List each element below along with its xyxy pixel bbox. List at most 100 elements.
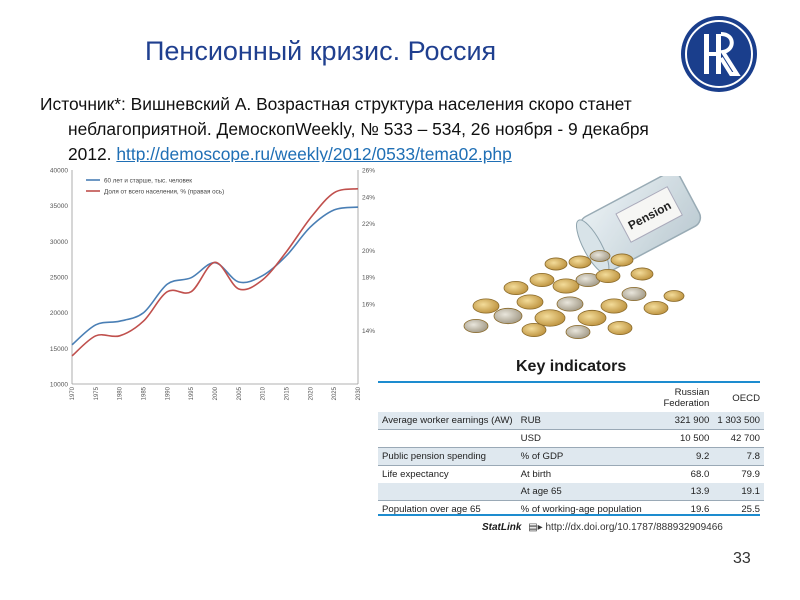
source-line-1: Источник*: Вишневский А. Возрастная стру… — [40, 94, 632, 114]
key-indicators-title: Key indicators — [516, 358, 627, 375]
row-unit: % of GDP — [516, 447, 648, 466]
x-tick-label: 1990 — [165, 386, 171, 400]
y-right-tick-label: 18% — [362, 275, 375, 282]
source-line-3-prefix: 2012. — [68, 144, 117, 164]
table-row: USD 10 500 42 700 — [378, 429, 764, 448]
y-left-tick-label: 25000 — [50, 275, 68, 282]
y-right-tick-label: 20% — [362, 248, 375, 255]
population-aging-chart: 10000 15000 20000 25000 30000 35000 40000 14% 16… — [38, 162, 390, 414]
slide-title: Пенсионный кризис. Россия — [145, 36, 497, 66]
coin-shape — [556, 296, 584, 312]
x-tick-label: 2030 — [356, 386, 362, 400]
row-unit: At birth — [520, 469, 552, 480]
row-unit: % of working-age population — [520, 504, 642, 515]
y-right-tick-label: 16% — [362, 301, 375, 308]
y-left-tick-label: 20000 — [50, 310, 68, 317]
coin-shape — [630, 267, 654, 281]
coin-shape — [544, 257, 568, 271]
row-oecd: 79.9 — [741, 469, 760, 480]
col-oecd: OECD — [732, 392, 760, 404]
coin-shape — [589, 250, 611, 262]
coin-shape — [577, 309, 607, 327]
row-oecd: 19.1 — [713, 483, 764, 501]
coin-shape — [643, 301, 669, 316]
row-label — [378, 483, 517, 501]
row-oecd: 25.5 — [741, 504, 760, 515]
row-russia: 19.6 — [690, 504, 710, 515]
row-oecd: 42 700 — [713, 429, 764, 448]
x-tick-label: 2025 — [332, 386, 338, 400]
coin-shape — [516, 294, 544, 310]
coin-shape — [607, 320, 633, 335]
coin-shape — [568, 255, 592, 269]
legend-label-0: 60 лет и старше, тыс. человек — [104, 177, 192, 184]
statlink-icon: ▤▸ — [528, 522, 543, 533]
coin-shape — [552, 278, 580, 294]
coin-shape — [529, 273, 555, 288]
source-link[interactable]: http://demoscope.ru/weekly/2012/0533/tem… — [116, 144, 512, 164]
x-tick-label: 1995 — [189, 386, 195, 400]
pension-jar-coins-icon: Pension — [446, 176, 702, 344]
x-tick-label: 1975 — [94, 386, 100, 400]
coin-shape — [565, 324, 591, 339]
y-right-tick-label: 26% — [362, 168, 375, 175]
x-tick-label: 1985 — [142, 386, 148, 400]
row-unit: USD — [516, 429, 648, 448]
y-right-tick-label: 24% — [362, 194, 375, 201]
col-label — [378, 384, 517, 412]
row-russia: 68.0 — [690, 469, 710, 480]
x-tick-label: 1980 — [118, 386, 124, 400]
row-russia: 13.9 — [647, 483, 714, 501]
y-left-tick-label: 40000 — [50, 168, 68, 175]
page-number: 33 — [733, 550, 751, 567]
y-right-tick-label: 14% — [362, 328, 375, 335]
table-row: Life expectancy At birth 68.0 79.9 — [378, 466, 764, 484]
row-russia: 10 500 — [647, 429, 714, 448]
table-row: Average worker earnings (AW) RUB 321 900 1 … — [378, 412, 764, 430]
series-line-1 — [71, 187, 359, 357]
coin-shape — [610, 253, 634, 267]
col-unit — [517, 384, 648, 412]
source-line-2: неблагоприятной. ДемоскопWeekly, № 533 –… — [68, 119, 649, 139]
coin-shape — [472, 298, 500, 314]
table-row: Population over age 65 % of working-age p… — [378, 501, 764, 519]
y-right-tick-label: 22% — [362, 221, 375, 228]
row-label: Public pension spending — [378, 447, 517, 466]
coin-shape — [621, 287, 647, 302]
source-citation: Источник*: Вишневский А. Возрастная стру… — [40, 92, 752, 167]
col-russia: Russian Federation — [663, 387, 710, 409]
x-tick-label: 1970 — [70, 386, 76, 400]
row-oecd: 1 303 500 — [713, 412, 764, 430]
x-tick-label: 2020 — [308, 386, 314, 400]
y-left-tick-label: 15000 — [50, 346, 68, 353]
row-unit: RUB — [516, 412, 648, 430]
table-row: At age 65 13.9 19.1 — [378, 483, 764, 501]
statlink-url[interactable]: http://dx.doi.org/10.1787/888932909466 — [545, 522, 723, 533]
hse-logo-icon — [681, 16, 757, 92]
table-bottom-rule — [378, 514, 760, 516]
key-indicators-table: Key indicators Russian Federation OECD A… — [374, 352, 766, 540]
coin-shape — [463, 318, 489, 333]
row-label: Life expectancy — [382, 469, 449, 480]
table-top-rule — [378, 381, 760, 383]
table-row: Public pension spending% of GDP 9.2 7.8 — [378, 447, 764, 466]
row-oecd: 7.8 — [713, 447, 764, 466]
coin-shape — [521, 322, 547, 337]
row-label: Population over age 65 — [382, 504, 481, 515]
row-label: Average worker earnings (AW) — [378, 412, 517, 430]
y-left-tick-label: 10000 — [50, 382, 68, 389]
coin-shape — [663, 290, 685, 302]
coin-shape — [503, 281, 529, 296]
row-russia: 321 900 — [647, 412, 714, 430]
coin-shape — [595, 269, 621, 284]
statlink: StatLink ▤▸ http://dx.doi.org/10.1787/88… — [482, 522, 723, 533]
row-unit: At age 65 — [516, 483, 648, 501]
y-left-tick-label: 30000 — [50, 239, 68, 246]
coin-shape — [600, 298, 628, 314]
coin-shape — [534, 309, 566, 327]
row-russia: 9.2 — [647, 447, 714, 466]
x-tick-label: 2000 — [213, 386, 219, 400]
statlink-label: StatLink — [482, 522, 522, 533]
coin-shape — [493, 307, 523, 325]
y-left-tick-label: 35000 — [50, 203, 68, 210]
